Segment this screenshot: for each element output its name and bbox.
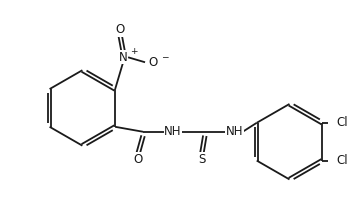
Text: Cl: Cl: [336, 116, 348, 129]
Text: S: S: [198, 153, 205, 166]
Text: O: O: [148, 56, 158, 69]
Text: NH: NH: [164, 125, 182, 138]
Text: NH: NH: [226, 125, 243, 138]
Text: O: O: [116, 23, 125, 36]
Text: −: −: [161, 52, 169, 61]
Text: Cl: Cl: [336, 154, 348, 167]
Text: O: O: [134, 153, 143, 166]
Text: +: +: [130, 47, 138, 56]
Text: N: N: [119, 51, 127, 64]
